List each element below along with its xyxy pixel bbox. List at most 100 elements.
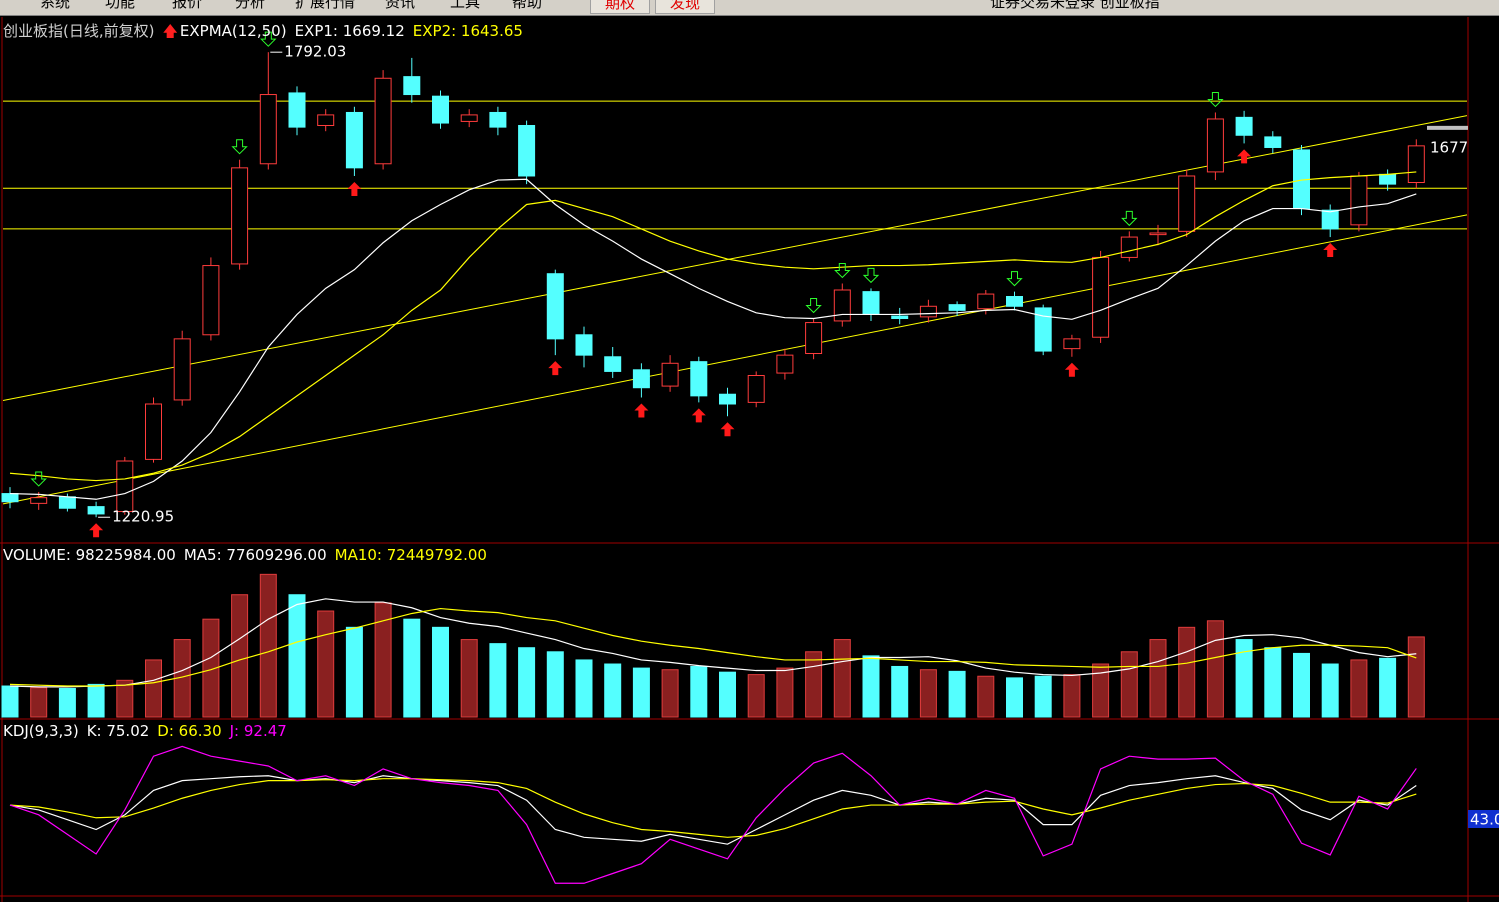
legend-k: K: 75.02 <box>86 722 150 740</box>
volume-bar <box>30 687 48 718</box>
volume-bar <box>202 618 220 718</box>
low-label: 1220.95 <box>112 508 174 526</box>
sell-signal <box>30 471 47 487</box>
menu-item[interactable]: 分析 <box>235 0 266 11</box>
volume-bar <box>661 669 679 718</box>
candle-body <box>575 334 593 356</box>
candle-body <box>259 94 277 165</box>
candle-body <box>1178 175 1196 232</box>
candle-body <box>30 497 48 504</box>
sell-signal <box>1207 91 1224 108</box>
candle-body <box>661 362 679 387</box>
volume-bar <box>460 639 478 718</box>
candle-body <box>87 506 105 515</box>
volume-bar <box>977 675 995 718</box>
menu-item[interactable]: 报价 <box>172 0 203 11</box>
volume-bar <box>1293 652 1310 718</box>
menu-item[interactable]: 扩展行情 <box>295 0 356 11</box>
candle-body <box>1264 136 1282 148</box>
candle-body <box>891 315 909 319</box>
volume-bar <box>1235 639 1253 718</box>
volume-bar <box>747 674 765 718</box>
candle-body <box>604 356 622 372</box>
legend-ma5: MA5: 77609296.00 <box>183 546 327 564</box>
volume-bar <box>1149 639 1167 718</box>
candle-body <box>833 289 851 322</box>
menu-item[interactable]: 工具 <box>450 0 481 11</box>
candle-body <box>288 92 306 128</box>
volume-bar <box>1092 663 1110 718</box>
sell-signal <box>862 267 880 284</box>
series-line <box>9 607 1417 687</box>
legend-exp2: EXP2: 1643.65 <box>412 22 523 40</box>
kdj-legend: KDJ(9,3,3) K: 75.02 D: 66.30 J: 92.47 <box>3 722 295 740</box>
menu-item[interactable]: 系统 <box>40 0 71 11</box>
candle-body <box>173 338 191 401</box>
volume-bar <box>58 687 76 718</box>
volume-bar <box>374 602 392 718</box>
buy-signal <box>1237 149 1252 164</box>
candle-body <box>489 111 507 128</box>
series-line <box>9 745 1417 884</box>
candle-body <box>747 375 765 403</box>
sell-signal <box>231 139 248 155</box>
window-title: 证券交易未登录 创业板指 <box>990 0 1160 11</box>
buy-signal <box>1064 362 1079 377</box>
candle-body <box>1235 116 1253 136</box>
candle-body <box>919 305 937 318</box>
volume-bar <box>518 647 536 718</box>
buy-signal <box>347 181 362 196</box>
volume-bar <box>719 671 736 718</box>
legend-name: 创业板指(日线,前复权) <box>3 22 155 40</box>
candle-body <box>1 493 19 503</box>
candle-body <box>58 496 76 509</box>
volume-bar <box>116 679 134 718</box>
legend-exp1: EXP1: 1669.12 <box>294 22 405 40</box>
volume-bar <box>1407 636 1425 718</box>
volume-bar <box>231 594 249 718</box>
legend-volume: VOLUME: 98225984.00 <box>3 546 176 564</box>
volume-bar <box>1034 675 1052 718</box>
volume-bar <box>1 685 19 718</box>
volume-bar <box>403 618 421 718</box>
volume-bar <box>317 610 335 718</box>
candle-body <box>1063 338 1081 350</box>
menu-item[interactable]: 发现 <box>655 0 716 14</box>
volume-bar <box>833 639 851 718</box>
value-box <box>1468 810 1499 828</box>
volume-bar <box>1206 620 1224 718</box>
candle-body <box>546 273 564 340</box>
menu-item[interactable]: 期权 <box>590 0 651 14</box>
volume-bar <box>690 665 708 718</box>
buy-signal <box>634 403 649 418</box>
sell-signal <box>1121 210 1138 227</box>
volume-bar <box>489 643 507 718</box>
volume-bar <box>546 651 564 718</box>
candle-body <box>1149 232 1167 236</box>
legend-ma10: MA10: 72449792.00 <box>334 546 487 564</box>
legend-j: J: 92.47 <box>229 722 287 740</box>
volume-bar <box>288 594 306 718</box>
menu-item[interactable]: 帮助 <box>512 0 543 11</box>
menu-item[interactable]: 资讯 <box>385 0 416 11</box>
candle-body <box>776 354 794 374</box>
candle-body <box>145 403 162 460</box>
volume-bar <box>1120 651 1138 718</box>
volume-bar <box>776 667 794 718</box>
menu-bar: 系统 功能 报价 分析 扩展行情 资讯 工具 帮助 期权 发现 证券交易未登录 创业板指 <box>0 0 1499 16</box>
sell-signal <box>260 31 277 47</box>
volume-bar <box>1350 659 1368 718</box>
legend-kdj: KDJ(9,3,3) <box>3 722 79 740</box>
buy-signal <box>720 422 735 437</box>
candle-body <box>460 114 478 122</box>
trend-line <box>2 214 1468 505</box>
candle-body <box>1120 236 1138 258</box>
marker-label: 43.0 <box>1470 811 1499 829</box>
price-legend: 创业板指(日线,前复权) 🡅 EXPMA(12,50) EXP1: 1669.12 EX… <box>3 20 531 46</box>
volume-bar <box>87 683 105 718</box>
candle-body <box>690 361 708 397</box>
menu-item[interactable]: 功能 <box>105 0 136 11</box>
volume-bar <box>1178 626 1196 718</box>
candle-body <box>1321 209 1339 230</box>
